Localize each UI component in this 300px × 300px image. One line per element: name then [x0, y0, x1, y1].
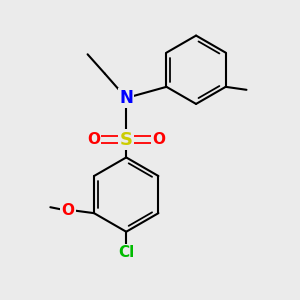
Text: O: O — [62, 203, 75, 218]
Text: O: O — [87, 132, 100, 147]
Text: S: S — [120, 130, 133, 148]
Text: N: N — [119, 89, 133, 107]
Text: Cl: Cl — [118, 245, 134, 260]
Text: O: O — [152, 132, 165, 147]
